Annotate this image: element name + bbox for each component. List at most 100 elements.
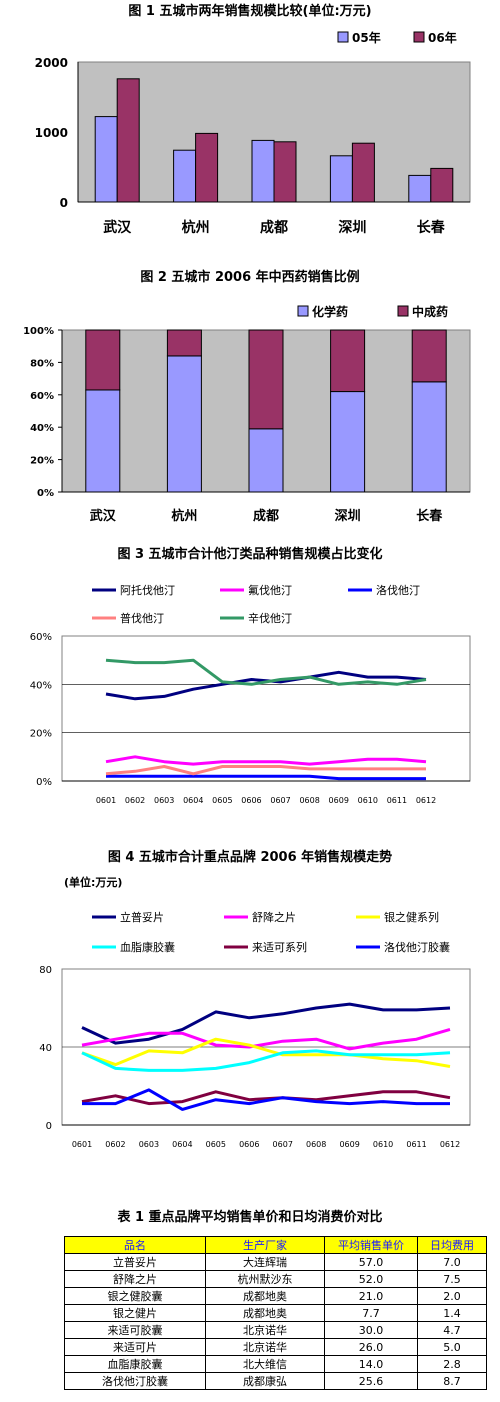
x-tick-label: 0608 [299, 796, 319, 805]
x-tick-label: 0612 [416, 796, 436, 805]
legend-label: 来适可系列 [252, 940, 307, 954]
x-tick-label: 成都 [260, 219, 288, 236]
legend-label: 06年 [428, 30, 457, 45]
legend-label: 05年 [352, 30, 381, 45]
table-cell: 北京诺华 [205, 1321, 325, 1339]
series-line [82, 1088, 450, 1111]
y-tick-label: 0% [36, 777, 52, 788]
y-tick-label: 20% [30, 729, 52, 740]
y-tick-label: 0 [60, 196, 68, 210]
x-tick-label: 长春 [416, 508, 443, 524]
series-line [105, 765, 426, 776]
y-tick-label: 1000 [35, 126, 68, 140]
x-tick-label: 0607 [270, 796, 290, 805]
table-row: 来适可片 北京诺华 26.0 5.0 [64, 1338, 487, 1356]
legend-swatch [413, 31, 425, 43]
x-tick-label: 0601 [96, 796, 116, 805]
bar-segment [411, 381, 447, 493]
x-tick-label: 0606 [239, 1140, 259, 1149]
table-cell: 舒降之片 [64, 1270, 206, 1288]
table-cell: 洛伐他汀胶囊 [64, 1372, 206, 1390]
table-cell: 杭州默沙东 [205, 1270, 325, 1288]
legend-label: 普伐他汀 [120, 611, 164, 625]
x-tick-label: 0602 [125, 796, 145, 805]
legend-swatch [397, 305, 409, 317]
bar [430, 167, 454, 203]
table-cell: 立普妥片 [64, 1253, 206, 1271]
legend-label: 舒降之片 [252, 910, 296, 924]
series-line [81, 1090, 451, 1106]
x-tick-label: 0605 [212, 796, 232, 805]
x-tick-label: 0607 [273, 1140, 293, 1149]
table-cell: 1.4 [417, 1304, 487, 1322]
table-cell: 25.6 [324, 1372, 418, 1390]
table-row: 银之健胶囊 成都地奥 21.0 2.0 [64, 1287, 487, 1305]
x-tick-label: 长春 [417, 219, 446, 236]
bar [195, 132, 219, 203]
table-header-row: 品名 生产厂家 平均销售单价 日均费用 [64, 1236, 487, 1254]
table-cell: 成都康弘 [205, 1372, 325, 1390]
series-line [105, 658, 427, 686]
y-tick-label: 0% [37, 488, 54, 499]
chart2-title: 图 2 五城市 2006 年中西药销售比例 [140, 270, 360, 285]
x-tick-label: 0606 [241, 796, 261, 805]
legend-label: 血脂康胶囊 [120, 940, 175, 954]
series-line [105, 755, 427, 766]
legend-label: 化学药 [312, 304, 348, 319]
bar [329, 155, 353, 203]
series-line [81, 1037, 451, 1068]
bar-segment [248, 329, 284, 430]
table-cell: 5.0 [417, 1338, 487, 1356]
y-tick-label: 40 [39, 1043, 52, 1054]
table-cell: 26.0 [324, 1338, 418, 1356]
table-cell: 2.8 [417, 1355, 487, 1373]
legend-label: 立普妥片 [120, 910, 164, 924]
bar-segment [248, 428, 284, 493]
table-cell: 成都地奥 [205, 1304, 325, 1322]
table-cell: 血脂康胶囊 [64, 1355, 206, 1373]
legend-label: 辛伐他汀 [248, 611, 292, 625]
x-tick-label: 0612 [440, 1140, 460, 1149]
table-cell: 21.0 [324, 1287, 418, 1305]
table-header-cell: 生产厂家 [205, 1236, 325, 1254]
x-tick-label: 0604 [183, 796, 203, 805]
y-tick-label: 60% [30, 632, 52, 643]
y-tick-label: 80 [39, 965, 52, 976]
table-cell: 8.7 [417, 1372, 487, 1390]
x-tick-label: 深圳 [338, 219, 366, 236]
y-tick-label: 80% [30, 358, 54, 369]
legend-label: 洛伐他汀 [376, 583, 420, 597]
series-line [106, 774, 426, 781]
chart4-subtitle: (单位:万元) [64, 876, 123, 889]
bar-segment [85, 329, 121, 391]
bar-segment [166, 355, 202, 493]
x-tick-label: 武汉 [103, 219, 132, 236]
table-cell: 银之健胶囊 [64, 1287, 206, 1305]
table-cell: 来适可胶囊 [64, 1321, 206, 1339]
table-header-cell: 品名 [64, 1236, 206, 1254]
series-line [81, 1049, 451, 1072]
x-tick-label: 0610 [373, 1140, 393, 1149]
y-tick-label: 20% [30, 456, 54, 467]
x-tick-label: 成都 [253, 508, 279, 524]
legend-label: 洛伐他汀胶囊 [384, 940, 450, 954]
table-cell: 北京诺华 [205, 1338, 325, 1356]
x-tick-label: 0605 [206, 1140, 226, 1149]
table-row: 银之健片 成都地奥 7.7 1.4 [64, 1304, 487, 1322]
table-title: 表 1 重点品牌平均销售单价和日均消费价对比 [117, 1210, 383, 1225]
series-line [81, 1027, 451, 1051]
x-tick-label: 0609 [329, 796, 349, 805]
x-tick-label: 0603 [154, 796, 174, 805]
x-tick-label: 0611 [387, 796, 407, 805]
x-tick-label: 0608 [306, 1140, 326, 1149]
table-row: 洛伐他汀胶囊 成都康弘 25.6 8.7 [64, 1372, 487, 1390]
y-tick-label: 2000 [35, 56, 68, 70]
legend-label: 阿托伐他汀 [120, 583, 175, 597]
legend-label: 氟伐他汀 [248, 584, 292, 597]
x-tick-label: 0610 [358, 796, 378, 805]
table-cell: 52.0 [324, 1270, 418, 1288]
bar [116, 78, 140, 203]
table-cell: 30.0 [324, 1321, 418, 1339]
